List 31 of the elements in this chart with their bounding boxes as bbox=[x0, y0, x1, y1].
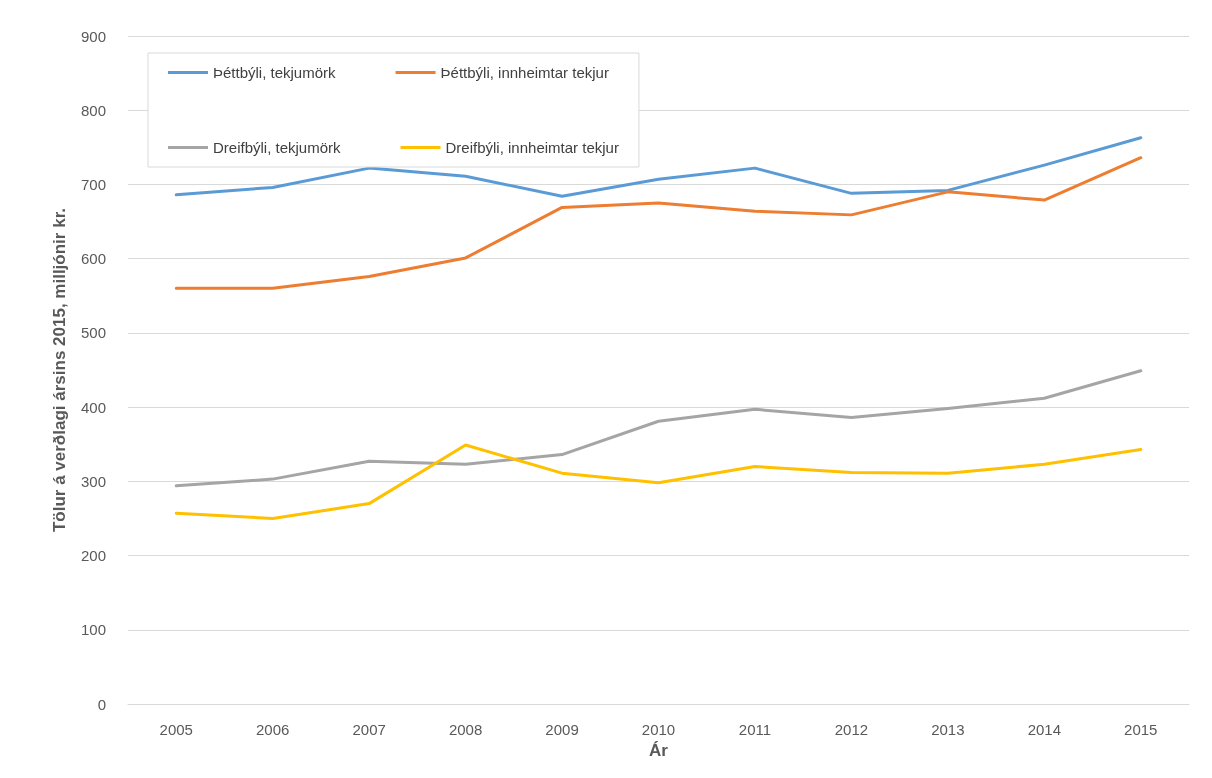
x-tick-label: 2011 bbox=[738, 721, 772, 738]
y-axis-title: Tölur á verðlagi ársins 2015, milljónir kr. bbox=[50, 207, 69, 533]
y-tick-label: 100 bbox=[80, 621, 106, 639]
y-tick-label: 700 bbox=[80, 175, 106, 193]
x-axis-title: Ár bbox=[649, 741, 669, 760]
legend-label: Dreifbýli, tekjumörk bbox=[213, 139, 342, 156]
x-tick-label: 2009 bbox=[545, 721, 579, 738]
x-tick-label: 2014 bbox=[1027, 721, 1062, 738]
y-tick-label: 500 bbox=[80, 324, 106, 342]
y-tick-label: 800 bbox=[80, 101, 106, 119]
y-tick-label: 900 bbox=[80, 27, 106, 45]
x-tick-label: 2007 bbox=[352, 721, 386, 738]
line-series bbox=[174, 136, 1143, 198]
x-tick-label: 2005 bbox=[159, 721, 193, 738]
y-tick-label: 300 bbox=[80, 472, 106, 490]
x-tick-label: 2012 bbox=[834, 721, 869, 738]
y-tick-label: 400 bbox=[80, 398, 106, 416]
x-tick-label: 2013 bbox=[931, 721, 965, 738]
line-series bbox=[174, 369, 1143, 488]
line-series bbox=[174, 156, 1143, 290]
x-tick-label: 2010 bbox=[641, 721, 676, 738]
x-tick-label: 2015 bbox=[1124, 721, 1158, 738]
legend-label: Dreifbýli, innheimtar tekjur bbox=[445, 139, 619, 156]
x-tick-label: 2006 bbox=[255, 721, 290, 738]
legend-label: Þéttbýli, innheimtar tekjur bbox=[440, 64, 609, 81]
legend-label: Þéttbýli, tekjumörk bbox=[213, 64, 337, 81]
line-series bbox=[174, 443, 1143, 520]
y-tick-label: 200 bbox=[80, 547, 106, 565]
y-tick-label: 600 bbox=[80, 250, 106, 268]
x-tick-label: 2008 bbox=[448, 721, 483, 738]
y-tick-label: 0 bbox=[97, 695, 106, 713]
